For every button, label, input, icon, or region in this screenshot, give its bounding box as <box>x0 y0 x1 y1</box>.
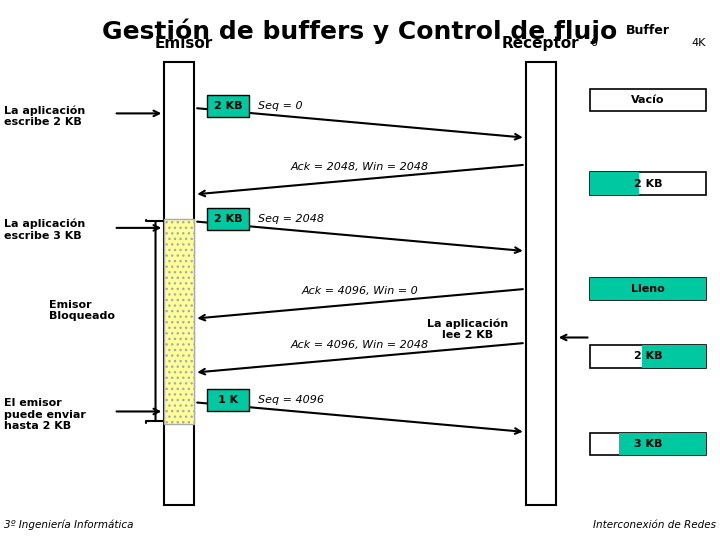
Text: Ack = 2048, Win = 2048: Ack = 2048, Win = 2048 <box>291 162 429 172</box>
Text: 0: 0 <box>590 38 598 48</box>
Text: La aplicación
escribe 3 KB: La aplicación escribe 3 KB <box>4 219 85 240</box>
Bar <box>207 208 249 230</box>
Text: 2 KB: 2 KB <box>634 352 662 361</box>
Text: Interconexión de Redes: Interconexión de Redes <box>593 520 716 530</box>
Text: Seq = 4096: Seq = 4096 <box>258 395 324 405</box>
Text: Seq = 0: Seq = 0 <box>258 101 302 111</box>
Text: La aplicación
escribe 2 KB: La aplicación escribe 2 KB <box>4 105 85 127</box>
Bar <box>590 89 706 111</box>
Text: Receptor: Receptor <box>502 36 580 51</box>
Text: 2 KB: 2 KB <box>634 179 662 188</box>
Bar <box>590 433 706 455</box>
Text: 3 KB: 3 KB <box>634 439 662 449</box>
Text: 3º Ingeniería Informática: 3º Ingeniería Informática <box>4 520 133 530</box>
Text: Buffer: Buffer <box>626 24 670 37</box>
Text: Emisor
Bloqueado: Emisor Bloqueado <box>49 300 115 321</box>
Text: 1 K: 1 K <box>218 395 238 405</box>
Bar <box>526 62 556 505</box>
Text: La aplicación
lee 2 KB: La aplicación lee 2 KB <box>428 319 508 340</box>
Text: Lleno: Lleno <box>631 284 665 294</box>
Bar <box>164 62 194 505</box>
Text: Emisor: Emisor <box>155 36 212 51</box>
Text: Seq = 2048: Seq = 2048 <box>258 214 324 224</box>
Bar <box>590 172 639 195</box>
Bar <box>164 219 194 424</box>
Bar <box>590 278 706 300</box>
Text: El emisor
puede enviar
hasta 2 KB: El emisor puede enviar hasta 2 KB <box>4 398 86 431</box>
Bar <box>207 95 249 117</box>
Text: Vacío: Vacío <box>631 95 665 105</box>
Bar <box>619 433 706 455</box>
Text: 2 KB: 2 KB <box>214 214 243 224</box>
Bar <box>590 278 706 300</box>
Bar <box>207 389 249 411</box>
Text: Gestión de buffers y Control de flujo: Gestión de buffers y Control de flujo <box>102 19 618 44</box>
Text: 4K: 4K <box>691 38 706 48</box>
Bar <box>590 345 706 368</box>
Text: Ack = 4096, Win = 2048: Ack = 4096, Win = 2048 <box>291 340 429 350</box>
Text: 2 KB: 2 KB <box>214 101 243 111</box>
Bar <box>590 172 706 195</box>
Text: Ack = 4096, Win = 0: Ack = 4096, Win = 0 <box>302 286 418 296</box>
Bar <box>642 345 706 368</box>
